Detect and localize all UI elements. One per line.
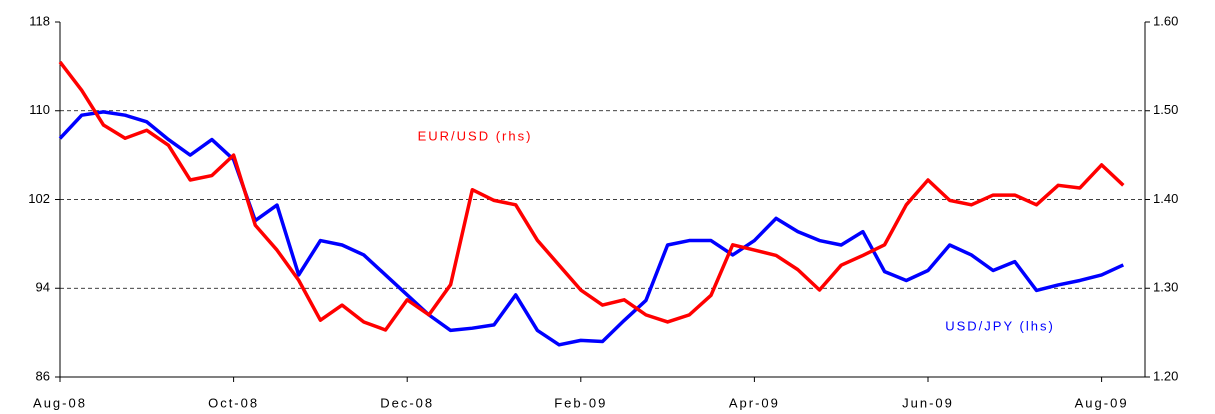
y-tick-label: 110 (29, 102, 50, 117)
series-label: EUR/USD (rhs) (418, 128, 533, 143)
x-tick-label: Feb-09 (554, 395, 607, 410)
x-tick-label: Oct-08 (208, 395, 259, 410)
y2-tick-label: 1.60 (1153, 13, 1178, 28)
y-tick-label: 94 (36, 280, 50, 295)
y-tick-label: 118 (29, 13, 50, 28)
series-line (58, 60, 1125, 332)
series-line (58, 110, 1125, 347)
y2-tick-label: 1.20 (1153, 368, 1178, 383)
y2-tick-label: 1.50 (1153, 102, 1178, 117)
x-tick-label: Jun-09 (902, 395, 954, 410)
series-label: USD/JPY (lhs) (945, 318, 1055, 333)
y-tick-label: 102 (28, 191, 50, 206)
y2-tick-label: 1.30 (1153, 280, 1178, 295)
x-tick-label: Aug-08 (33, 395, 87, 410)
y2-tick-label: 1.40 (1153, 191, 1178, 206)
x-tick-label: Aug-09 (1075, 395, 1129, 410)
y-tick-label: 86 (36, 368, 50, 383)
x-tick-label: Dec-08 (380, 395, 434, 410)
x-tick-label: Apr-09 (729, 395, 780, 410)
